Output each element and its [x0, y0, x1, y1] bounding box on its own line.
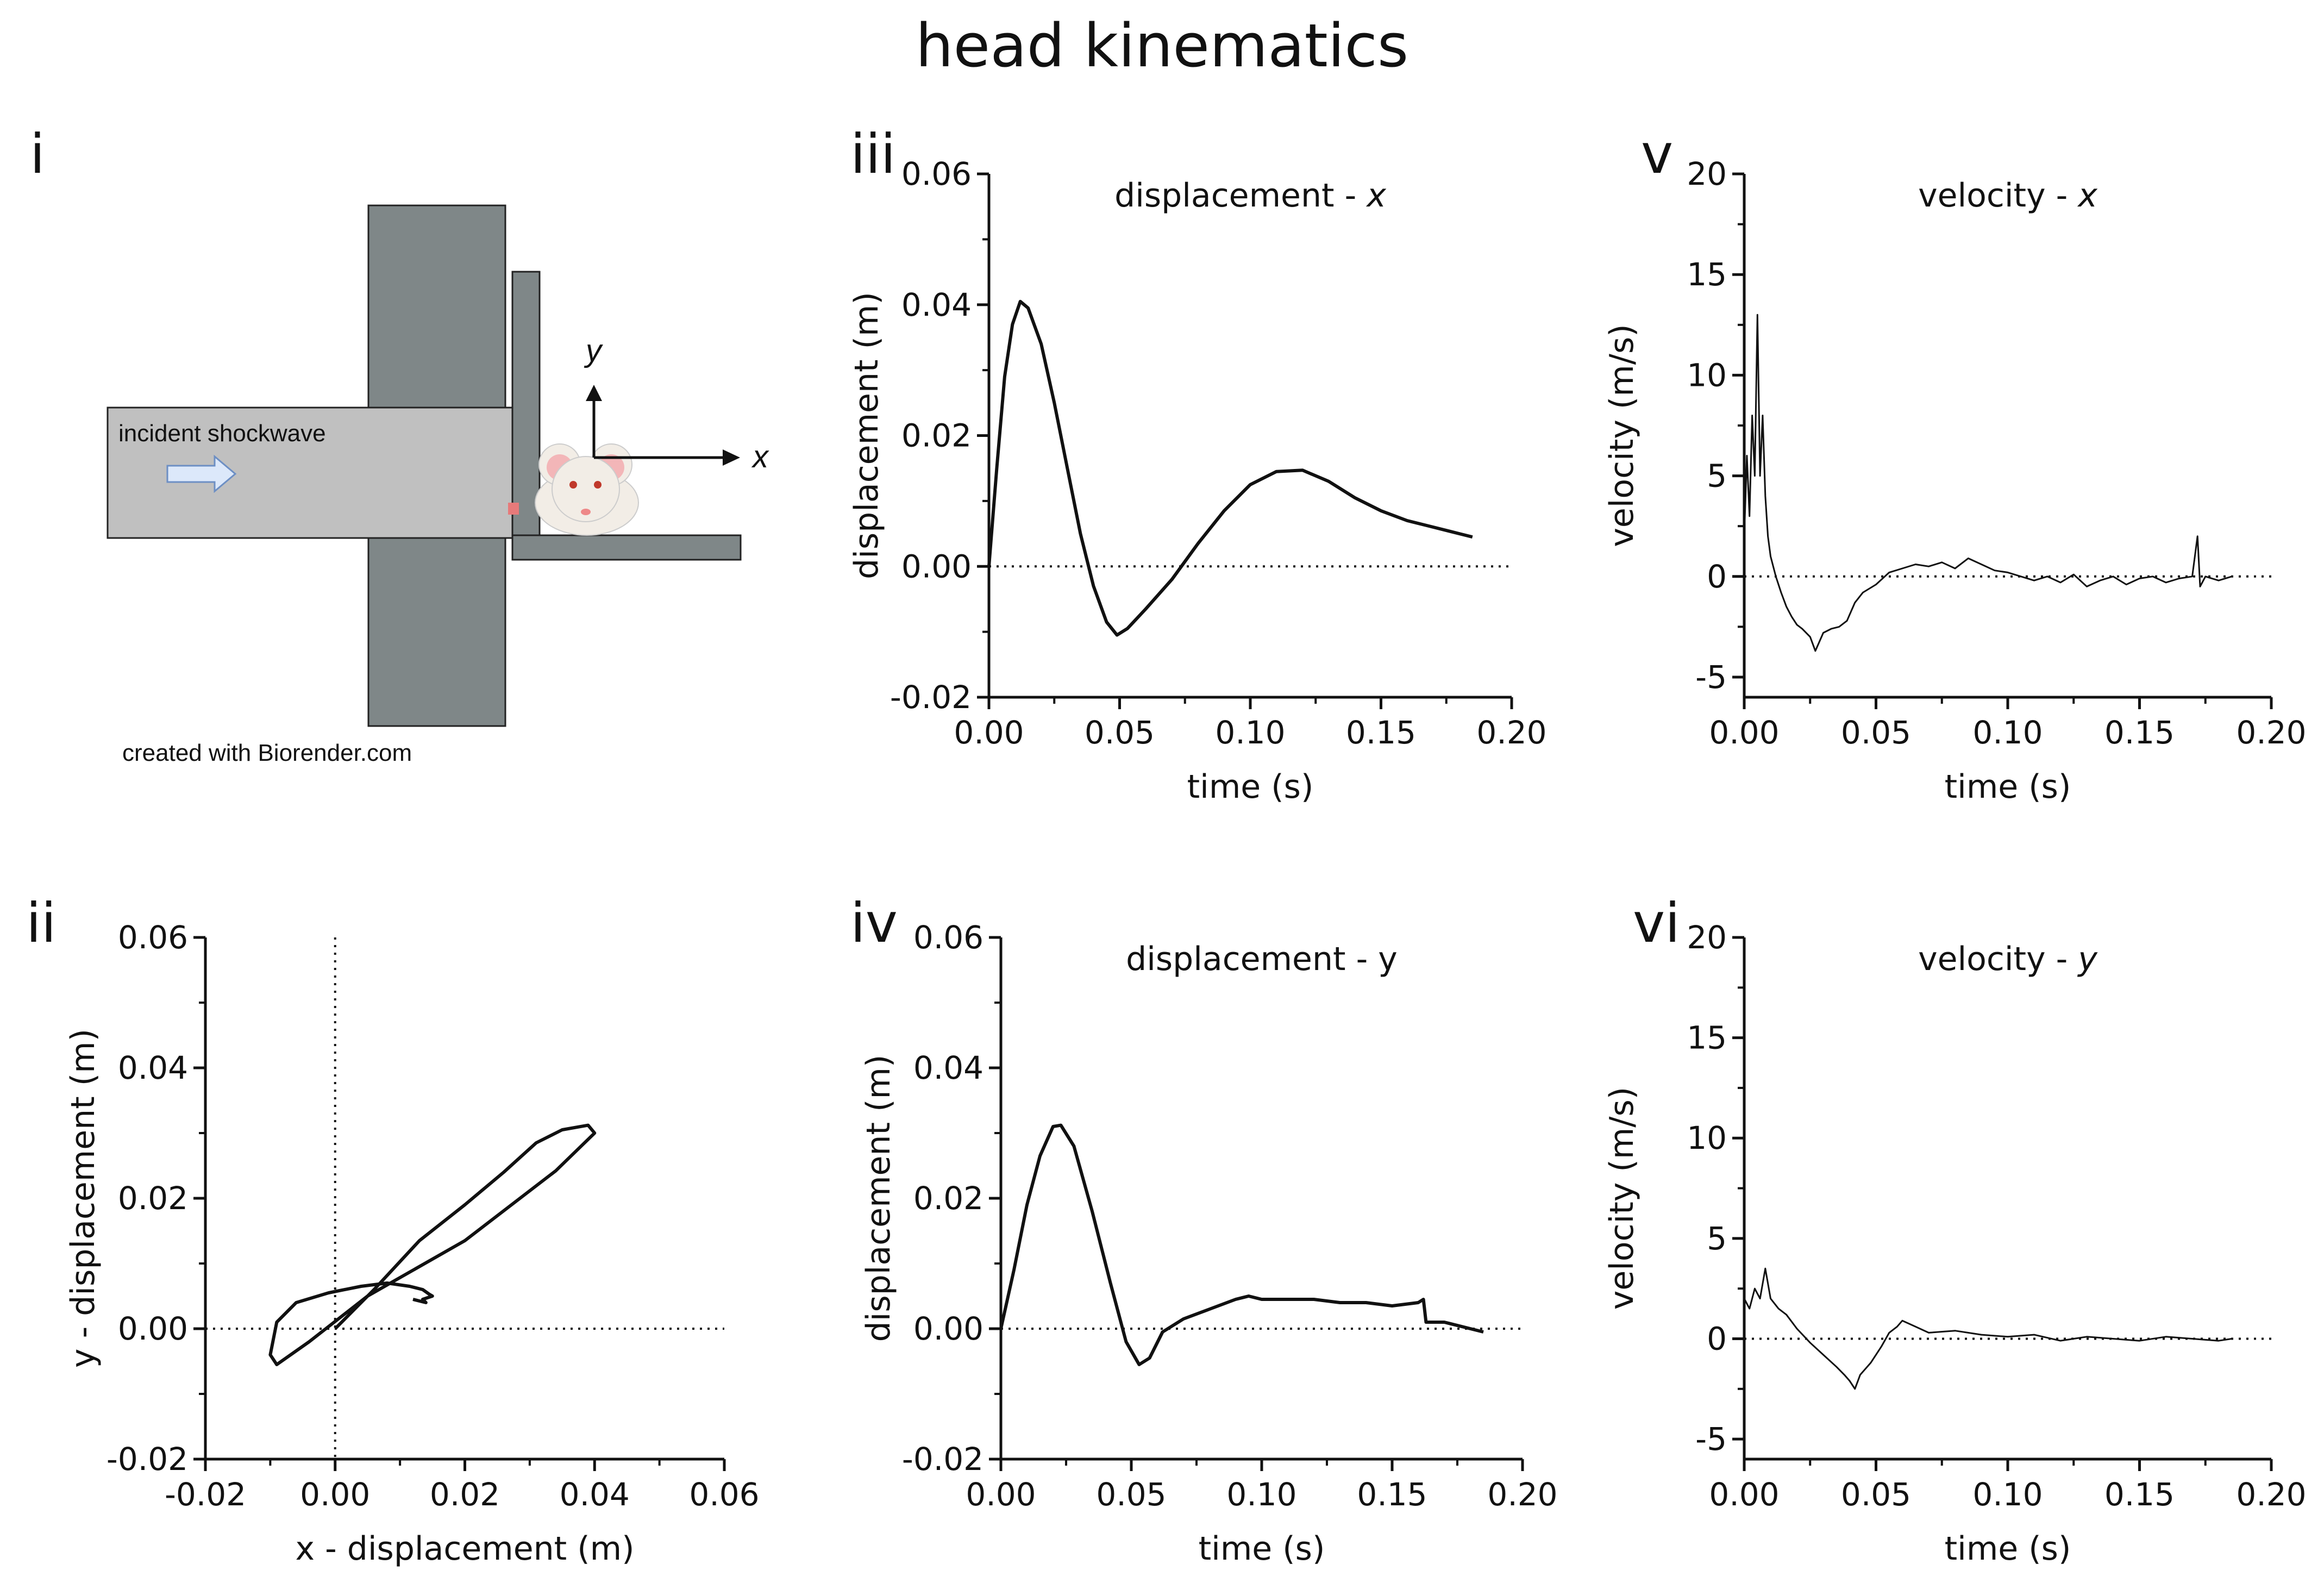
- chart-title: velocity - x: [1918, 177, 2097, 215]
- panel-label-v: v: [1641, 122, 1674, 186]
- y-tick-label: 0: [1707, 1320, 1727, 1357]
- x-tick-label: 0.20: [2236, 714, 2306, 751]
- y-tick-label: 0.00: [118, 1310, 188, 1347]
- y-axis-title: displacement (m): [848, 292, 886, 579]
- series-line-y: [999, 1123, 1484, 1366]
- axis-x-label: x: [751, 439, 769, 474]
- y-tick-label: 0.02: [913, 1180, 984, 1217]
- x-tick-label: 0.06: [689, 1476, 759, 1513]
- x-tick-label: 0.00: [966, 1476, 1036, 1513]
- y-tick-label: 0.06: [901, 155, 972, 192]
- y-tick-label: 0.04: [118, 1049, 188, 1086]
- x-axis-title: time (s): [1187, 768, 1314, 806]
- y-tick-label: 0.04: [913, 1049, 984, 1086]
- chart-v-velocity-x: -5 0 5 10 15 20 0.00 0.05 0.10 0.15 0.20 time (s) ve…: [1603, 155, 2307, 806]
- y-tick-label: -5: [1695, 659, 1727, 696]
- figure-title: head kinematics: [915, 11, 1409, 80]
- x-tick-label: 0.05: [1085, 714, 1155, 751]
- y-tick-label: -0.02: [902, 1441, 984, 1478]
- x-tick-label: 0.05: [1841, 1476, 1911, 1513]
- y-axis-title: displacement (m): [860, 1055, 898, 1342]
- platform: [511, 534, 742, 561]
- x-tick-label: 0.15: [1357, 1476, 1427, 1513]
- y-tick-label: -5: [1695, 1421, 1727, 1457]
- x-tick-label: -0.02: [165, 1476, 246, 1513]
- y-tick-label: 10: [1687, 1119, 1727, 1156]
- chart-title: displacement - x: [1114, 177, 1386, 215]
- x-axis-title: time (s): [1945, 768, 2071, 806]
- x-tick-label: 0.15: [2104, 1476, 2175, 1513]
- y-tick-label: 5: [1707, 458, 1727, 495]
- x-tick-label: 0.00: [300, 1476, 370, 1513]
- y-tick-label: 0.06: [913, 919, 984, 956]
- y-tick-label: 20: [1687, 919, 1727, 956]
- y-tick-label: 5: [1707, 1220, 1727, 1257]
- series-line-x: [987, 299, 1473, 637]
- plate-large: [367, 204, 506, 727]
- coordinate-axes: [586, 385, 740, 466]
- x-tick-label: 0.20: [1487, 1476, 1557, 1513]
- biorender-credit: created with Biorender.com: [122, 740, 412, 766]
- x-tick-label: 0.20: [1476, 714, 1546, 751]
- y-tick-label: 0.00: [913, 1310, 984, 1347]
- plate-small: [511, 271, 541, 539]
- x-tick-label: 0.04: [560, 1476, 630, 1513]
- y-axis-title: velocity (m/s): [1603, 324, 1641, 547]
- series-line-vy: [1743, 1267, 2232, 1390]
- y-tick-label: 10: [1687, 356, 1727, 393]
- y-tick-label: 20: [1687, 155, 1727, 192]
- y-tick-label: 0.02: [118, 1180, 188, 1217]
- x-tick-label: 0.00: [954, 714, 1024, 751]
- x-tick-label: 0.20: [2236, 1476, 2306, 1513]
- x-tick-label: 0.05: [1096, 1476, 1166, 1513]
- x-axis-title: time (s): [1945, 1530, 2071, 1568]
- series-line-vx: [1743, 314, 2232, 652]
- panel-label-ii: ii: [26, 891, 57, 955]
- y-axis-title: velocity (m/s): [1603, 1087, 1641, 1310]
- panel-label-vi: vi: [1633, 891, 1680, 955]
- y-tick-label: 0.04: [901, 286, 972, 323]
- chart-title: velocity - y: [1918, 940, 2098, 978]
- panel-label-iv: iv: [850, 891, 898, 955]
- y-axis-title: y - displacement (m): [64, 1029, 102, 1368]
- shock-tube: [107, 406, 538, 539]
- y-tick-label: -0.02: [890, 679, 972, 716]
- x-axis-title: x - displacement (m): [296, 1530, 635, 1568]
- panel-label-iii: iii: [850, 122, 896, 186]
- x-tick-label: 0.00: [1709, 1476, 1779, 1513]
- y-tick-label: 0.00: [901, 548, 972, 585]
- chart-iii-displacement-x: -0.020.000.020.040.060.00 0.05 0.10 0.15 0.2…: [848, 155, 1547, 806]
- mouse-icon: [508, 443, 639, 536]
- y-tick-label: 0.06: [118, 919, 188, 956]
- x-tick-label: 0.10: [1215, 714, 1285, 751]
- y-tick-label: 15: [1687, 256, 1727, 293]
- chart-ii-trajectory: -0.02 0.00 0.02 0.04 0.06 -0.02 0.00 0.02 0.04 0.…: [64, 919, 760, 1568]
- x-tick-label: 0.10: [1226, 1476, 1296, 1513]
- axis-y-label: y: [584, 333, 603, 368]
- incident-shockwave-label: incident shockwave: [118, 420, 326, 447]
- x-axis-title: time (s): [1199, 1530, 1325, 1568]
- x-tick-label: 0.15: [1346, 714, 1416, 751]
- x-tick-label: 0.10: [1972, 1476, 2043, 1513]
- y-tick-label: 0.02: [901, 417, 972, 454]
- chart-iv-displacement-y: -0.020.000.020.040.060.00 0.05 0.10 0.15 0.2…: [860, 919, 1558, 1568]
- x-tick-label: 0.02: [430, 1476, 500, 1513]
- y-tick-label: 0: [1707, 558, 1727, 595]
- series-line-trajectory: [268, 1123, 597, 1366]
- y-tick-label: 15: [1687, 1019, 1727, 1056]
- chart-vi-velocity-y: -5 0 5 10 15 20 0.00 0.05 0.10 0.15 0.20 time (s) ve…: [1603, 919, 2307, 1568]
- x-tick-label: 0.10: [1972, 714, 2043, 751]
- y-tick-label: -0.02: [107, 1441, 188, 1478]
- panel-label-i: i: [30, 122, 45, 186]
- x-tick-label: 0.15: [2104, 714, 2175, 751]
- x-tick-label: 0.05: [1841, 714, 1911, 751]
- shockwave-arrow-icon: [166, 454, 237, 493]
- x-tick-label: 0.00: [1709, 714, 1779, 751]
- chart-title: displacement - y: [1126, 940, 1398, 978]
